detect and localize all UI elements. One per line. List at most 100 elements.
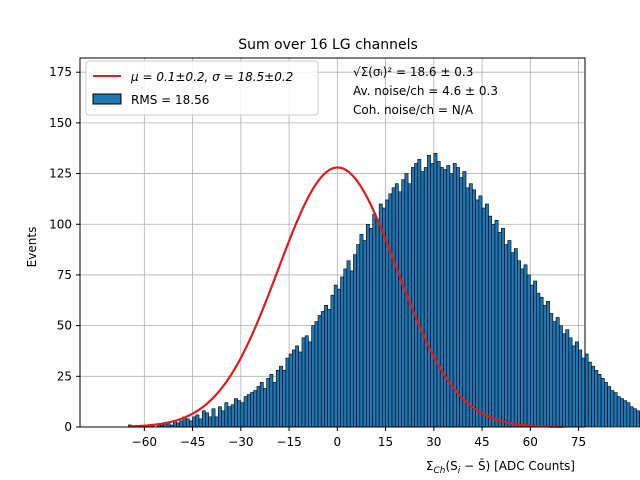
annotations: √Σ(σᵢ)² = 18.6 ± 0.3 Av. noise/ch = 4.6 … [353, 65, 498, 117]
x-tick-label: 60 [523, 435, 538, 449]
histogram-bar [298, 351, 303, 428]
histogram-bar [246, 394, 251, 428]
histogram-bar [555, 317, 560, 428]
x-tick-label: 75 [571, 435, 586, 449]
histogram-bar [198, 418, 203, 428]
annotation-av-noise: Av. noise/ch = 4.6 ± 0.3 [353, 84, 498, 98]
annotation-coh-noise: Coh. noise/ch = N/A [353, 103, 474, 117]
histogram-bar [291, 349, 296, 428]
y-tick-label: 100 [49, 217, 72, 231]
histogram-bar [320, 311, 325, 428]
histogram-bar [263, 388, 267, 428]
histogram-bar [607, 386, 612, 428]
chart-title: Sum over 16 LG channels [238, 37, 418, 53]
histogram-bar [459, 177, 464, 428]
histogram-bar [472, 189, 476, 428]
x-label-open: (S [445, 459, 457, 473]
x-axis-label: ΣCh(Si − S̄) [ADC Counts] [426, 459, 575, 476]
legend-hist-swatch [92, 93, 122, 105]
histogram-bar [398, 191, 402, 428]
histogram-bar [205, 412, 209, 428]
histogram-bar [394, 183, 399, 428]
histogram-bar [192, 416, 197, 428]
histogram-bar [195, 414, 200, 428]
legend-box [85, 60, 319, 116]
histogram-bar [234, 398, 238, 428]
histogram-bar [365, 223, 370, 428]
histogram-bar [603, 382, 608, 428]
histogram-bar [208, 416, 213, 428]
histogram-bar [237, 400, 242, 428]
x-tick-label: 15 [378, 435, 393, 449]
fit-curve [128, 166, 563, 428]
histogram-bar [536, 292, 541, 428]
histogram-bar [504, 244, 509, 428]
histogram-bar [571, 345, 576, 428]
histogram-bar [568, 337, 573, 428]
histogram-bar [520, 268, 525, 428]
histogram-bar [227, 406, 232, 428]
histogram-bar [356, 244, 361, 428]
histogram-bar [526, 274, 531, 428]
histogram-bar [475, 199, 480, 428]
histogram-bar [494, 219, 499, 428]
y-tick-label: 25 [57, 369, 72, 383]
histogram-bar [417, 159, 422, 428]
histogram-bar [510, 252, 515, 428]
histogram-bar [427, 155, 431, 428]
histogram-bar [349, 270, 354, 428]
histogram-bar [439, 167, 444, 428]
histogram-bar [433, 152, 438, 428]
histogram-bar [484, 203, 489, 428]
x-tick-label: 0 [334, 435, 342, 449]
histogram-bar [597, 373, 602, 428]
histogram-bar [269, 373, 274, 428]
histogram-bar [449, 173, 454, 428]
histogram-bar [517, 260, 521, 428]
histogram-bar [327, 309, 332, 428]
histogram-bar [285, 357, 290, 428]
plot-frame [79, 57, 586, 428]
histogram-bar [372, 213, 377, 428]
histogram-bar [404, 173, 409, 428]
histogram-bar [218, 406, 222, 428]
histogram-bar [546, 300, 550, 428]
histogram-bar [456, 167, 460, 428]
histogram-bar [279, 365, 283, 428]
histogram-bar [591, 365, 595, 428]
histogram-bar [250, 392, 254, 428]
y-axis-ticks: 0 25 50 75 100 125 150 175 [49, 65, 80, 434]
histogram-bar [185, 418, 190, 428]
histogram-bar [256, 386, 261, 428]
histogram-bar [430, 163, 435, 428]
x-axis-ticks: −60 −45 −30 −15 0 15 30 45 60 75 [132, 427, 586, 449]
histogram-bar [443, 169, 447, 428]
histogram-bar [308, 341, 312, 428]
histogram-bar [388, 193, 393, 428]
x-tick-label: 30 [426, 435, 441, 449]
y-tick-label: 150 [49, 116, 72, 130]
histogram-bar [179, 420, 184, 428]
histogram-bar [259, 382, 264, 428]
histogram-bar [623, 400, 628, 428]
histogram-bar [385, 199, 390, 428]
histogram-bar [632, 408, 637, 428]
histogram-bar [552, 321, 557, 428]
histogram-bar [436, 161, 441, 428]
histogram-bar [578, 349, 583, 428]
histogram-bar [221, 410, 226, 428]
histogram-bar [530, 284, 534, 428]
histogram-bar [414, 163, 419, 428]
histogram-bar [288, 353, 293, 428]
histogram-bar [488, 215, 493, 428]
histogram-bar [214, 416, 219, 428]
histogram-bar [176, 422, 181, 428]
histogram-bar [562, 333, 567, 428]
histogram-bar [594, 369, 599, 428]
annotation-sqrt-sum: √Σ(σᵢ)² = 18.6 ± 0.3 [353, 65, 473, 79]
x-label-rest: − S̄) [ADC Counts] [460, 459, 575, 473]
x-label-sigma: Σ [426, 459, 434, 473]
x-tick-label: −30 [228, 435, 253, 449]
histogram-bar [330, 294, 335, 428]
histogram-bar [610, 390, 615, 428]
